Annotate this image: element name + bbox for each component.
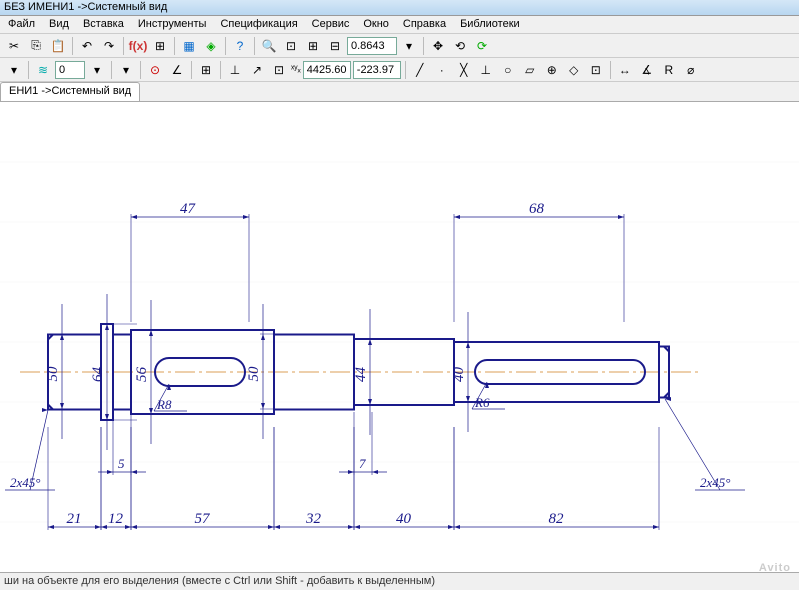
grid2-icon[interactable]: ⊞ [196, 60, 216, 80]
hatch-icon[interactable]: ≋ [33, 60, 53, 80]
dim-rad-icon[interactable]: R [659, 60, 679, 80]
ortho-icon[interactable]: ⊥ [225, 60, 245, 80]
menubar: Файл Вид Вставка Инструменты Спецификаци… [0, 16, 799, 34]
dim-dia-icon[interactable]: ⌀ [681, 60, 701, 80]
svg-text:40: 40 [451, 367, 467, 383]
tool-icon[interactable]: ⊞ [150, 36, 170, 56]
redo-icon[interactable]: ↷ [99, 36, 119, 56]
trace-icon[interactable]: ↗ [247, 60, 267, 80]
cut-icon[interactable]: ✂ [4, 36, 24, 56]
svg-text:50: 50 [45, 366, 61, 382]
help-icon[interactable]: ? [230, 36, 250, 56]
menu-window[interactable]: Окно [357, 17, 395, 32]
status-text: ши на объекте для его выделения (вместе … [4, 575, 435, 587]
snap-int-icon[interactable]: ╳ [454, 60, 474, 80]
drawing-canvas[interactable]: R8R64768506456504440211257324082572x45°2… [0, 102, 799, 572]
snap-icon[interactable]: ⊙ [145, 60, 165, 80]
window-title: БЕЗ ИМЕНИ1 ->Системный вид [4, 1, 167, 13]
layer-input[interactable] [55, 61, 85, 79]
zoom-out-icon[interactable]: ⊟ [325, 36, 345, 56]
layers-icon[interactable]: ◈ [201, 36, 221, 56]
toolbar-draw: ▾ ≋ ▾ ▾ ⊙ ∠ ⊞ ⊥ ↗ ⊡ ˣʸₓ ╱ · ╳ ⊥ ○ ▱ ⊕ ◇ … [0, 58, 799, 82]
paste-icon[interactable]: 📋 [48, 36, 68, 56]
dropdown-icon[interactable]: ▾ [4, 60, 24, 80]
zoom-in-icon[interactable]: 🔍 [259, 36, 279, 56]
svg-text:44: 44 [353, 367, 369, 383]
dropdown-icon[interactable]: ▾ [399, 36, 419, 56]
svg-text:R6: R6 [474, 395, 490, 410]
dropdown-icon[interactable]: ▾ [116, 60, 136, 80]
svg-text:40: 40 [396, 511, 412, 527]
menu-file[interactable]: Файл [2, 17, 41, 32]
menu-view[interactable]: Вид [43, 17, 75, 32]
coord-y-input[interactable] [353, 61, 401, 79]
svg-text:5: 5 [118, 456, 125, 471]
pan-icon[interactable]: ✥ [428, 36, 448, 56]
svg-text:32: 32 [305, 511, 322, 527]
copy-icon[interactable]: ⎘ [26, 36, 46, 56]
toolbar-main: ✂ ⎘ 📋 ↶ ↷ f(x) ⊞ ▦ ◈ ? 🔍 ⊡ ⊞ ⊟ ▾ ✥ ⟲ ⟳ [0, 34, 799, 58]
svg-text:12: 12 [108, 511, 124, 527]
dim-ang-icon[interactable]: ∡ [637, 60, 657, 80]
svg-text:2x45°: 2x45° [10, 475, 40, 490]
coord-label: ˣʸₓ [291, 64, 301, 75]
snap-cen-icon[interactable]: ⊕ [542, 60, 562, 80]
grid-icon[interactable]: ▦ [179, 36, 199, 56]
coord-icon[interactable]: ⊡ [269, 60, 289, 80]
dim-lin-icon[interactable]: ↔ [615, 60, 635, 80]
svg-text:47: 47 [180, 201, 197, 217]
snap-mid-icon[interactable]: · [432, 60, 452, 80]
angle-icon[interactable]: ∠ [167, 60, 187, 80]
svg-text:50: 50 [246, 366, 262, 382]
snap-end-icon[interactable]: ╱ [410, 60, 430, 80]
menu-tools[interactable]: Инструменты [132, 17, 213, 32]
menu-libs[interactable]: Библиотеки [454, 17, 526, 32]
snap-near-icon[interactable]: ▱ [520, 60, 540, 80]
undo-icon[interactable]: ↶ [77, 36, 97, 56]
zoom-area-icon[interactable]: ⊡ [281, 36, 301, 56]
snap-tan-icon[interactable]: ○ [498, 60, 518, 80]
svg-text:64: 64 [90, 367, 106, 383]
menu-spec[interactable]: Спецификация [214, 17, 303, 32]
svg-text:7: 7 [359, 456, 366, 471]
coord-x-input[interactable] [303, 61, 351, 79]
dropdown-icon[interactable]: ▾ [87, 60, 107, 80]
tabbar: ЕНИ1 ->Системный вид [0, 82, 799, 102]
statusbar: ши на объекте для его выделения (вместе … [0, 572, 799, 590]
tab-document[interactable]: ЕНИ1 ->Системный вид [0, 82, 140, 101]
menu-help[interactable]: Справка [397, 17, 452, 32]
svg-text:R8: R8 [156, 397, 172, 412]
menu-service[interactable]: Сервис [306, 17, 356, 32]
svg-text:56: 56 [134, 367, 150, 383]
snap-perp-icon[interactable]: ⊥ [476, 60, 496, 80]
menu-insert[interactable]: Вставка [77, 17, 130, 32]
svg-text:21: 21 [67, 511, 82, 527]
svg-text:2x45°: 2x45° [700, 475, 730, 490]
refresh-icon[interactable]: ⟳ [472, 36, 492, 56]
svg-text:82: 82 [549, 511, 565, 527]
rotate-icon[interactable]: ⟲ [450, 36, 470, 56]
svg-text:57: 57 [195, 511, 212, 527]
snap-quad-icon[interactable]: ◇ [564, 60, 584, 80]
fx-icon[interactable]: f(x) [128, 36, 148, 56]
snap-node-icon[interactable]: ⊡ [586, 60, 606, 80]
window-titlebar: БЕЗ ИМЕНИ1 ->Системный вид [0, 0, 799, 16]
zoom-fit-icon[interactable]: ⊞ [303, 36, 323, 56]
zoom-input[interactable] [347, 37, 397, 55]
svg-text:68: 68 [529, 201, 545, 217]
